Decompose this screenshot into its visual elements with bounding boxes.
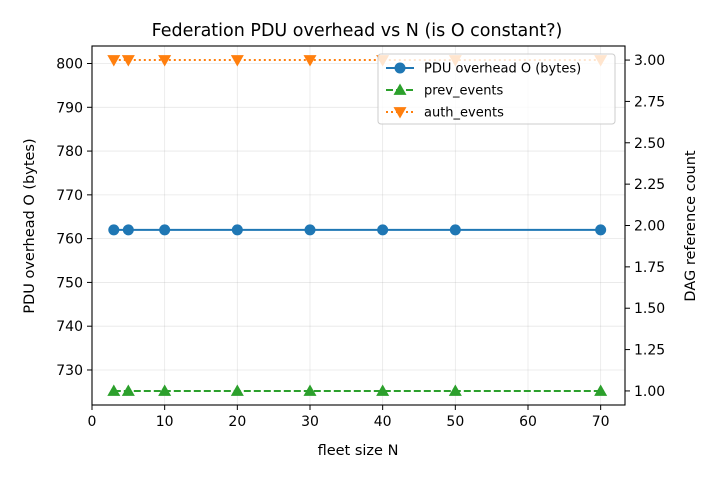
data-point-auth-events xyxy=(158,55,172,67)
y-right-tick-label: 2.75 xyxy=(634,94,665,110)
data-point-prev-events xyxy=(376,384,390,396)
series-prev-events xyxy=(107,384,608,396)
legend: PDU overhead O (bytes) prev_events auth_ev… xyxy=(377,53,616,125)
y-axis-right-title: DAG reference count xyxy=(683,150,699,301)
x-tick-label: 10 xyxy=(156,414,174,430)
data-point-auth-events xyxy=(107,55,121,67)
x-tick-label: 40 xyxy=(374,414,392,430)
data-point-auth-events xyxy=(303,55,317,67)
data-point-pdu-overhead-o-bytes xyxy=(231,224,243,236)
y-axis-right: 1.00 1.25 1.50 1.75 2.00 2.25 2.50 2.75 3.00 xyxy=(625,53,665,400)
y-left-tick-label: 780 xyxy=(56,144,83,160)
legend-marker-pdu-overhead-o-bytes xyxy=(394,62,406,74)
x-tick-label: 70 xyxy=(592,414,610,430)
data-point-prev-events xyxy=(448,384,462,396)
y-right-tick-label: 2.25 xyxy=(634,177,665,193)
legend-label-pdu-overhead-o-bytes: PDU overhead O (bytes) xyxy=(424,62,581,77)
x-tick-label: 0 xyxy=(88,414,97,430)
y-left-tick-label: 760 xyxy=(56,232,83,248)
x-tick-label: 30 xyxy=(301,414,319,430)
data-point-pdu-overhead-o-bytes xyxy=(108,224,120,236)
series-pdu-overhead-o-bytes xyxy=(108,224,607,236)
x-tick-label: 20 xyxy=(228,414,246,430)
legend-box xyxy=(377,53,616,125)
data-point-auth-events xyxy=(230,55,244,67)
data-point-pdu-overhead-o-bytes xyxy=(449,224,461,236)
y-right-tick-label: 2.50 xyxy=(634,136,665,152)
data-point-prev-events xyxy=(158,384,172,396)
x-axis-title: fleet size N xyxy=(318,443,399,459)
data-point-prev-events xyxy=(107,384,121,396)
data-point-auth-events xyxy=(121,55,135,67)
y-axis-left: 730 740 750 760 770 780 790 800 xyxy=(56,57,92,379)
x-tick-label: 50 xyxy=(446,414,464,430)
y-right-tick-label: 1.25 xyxy=(634,343,665,359)
legend-marker-prev-events xyxy=(393,83,407,95)
data-point-pdu-overhead-o-bytes xyxy=(595,224,607,236)
data-point-prev-events xyxy=(230,384,244,396)
y-left-tick-label: 750 xyxy=(56,275,83,291)
y-left-tick-label: 800 xyxy=(56,57,83,73)
legend-label-prev-events: prev_events xyxy=(424,84,504,99)
y-right-tick-label: 1.50 xyxy=(634,301,665,317)
x-axis: 0 10 20 30 40 50 60 70 xyxy=(88,405,610,430)
y-left-tick-label: 730 xyxy=(56,363,83,379)
y-right-tick-label: 3.00 xyxy=(634,53,665,69)
chart-title: Federation PDU overhead vs N (is O const… xyxy=(152,21,563,41)
data-point-pdu-overhead-o-bytes xyxy=(377,224,389,236)
data-point-pdu-overhead-o-bytes xyxy=(304,224,316,236)
y-right-tick-label: 1.75 xyxy=(634,260,665,276)
data-point-prev-events xyxy=(594,384,608,396)
legend-label-auth-events: auth_events xyxy=(424,106,504,121)
y-axis-left-title: PDU overhead O (bytes) xyxy=(22,138,38,313)
legend-marker-auth-events xyxy=(393,107,407,119)
y-right-tick-label: 2.00 xyxy=(634,219,665,235)
x-tick-label: 60 xyxy=(519,414,537,430)
data-point-prev-events xyxy=(303,384,317,396)
y-left-tick-label: 770 xyxy=(56,188,83,204)
y-left-tick-label: 790 xyxy=(56,100,83,116)
y-right-tick-label: 1.00 xyxy=(634,384,665,400)
data-point-pdu-overhead-o-bytes xyxy=(122,224,134,236)
data-point-prev-events xyxy=(121,384,135,396)
data-point-pdu-overhead-o-bytes xyxy=(159,224,171,236)
y-left-tick-label: 740 xyxy=(56,319,83,335)
